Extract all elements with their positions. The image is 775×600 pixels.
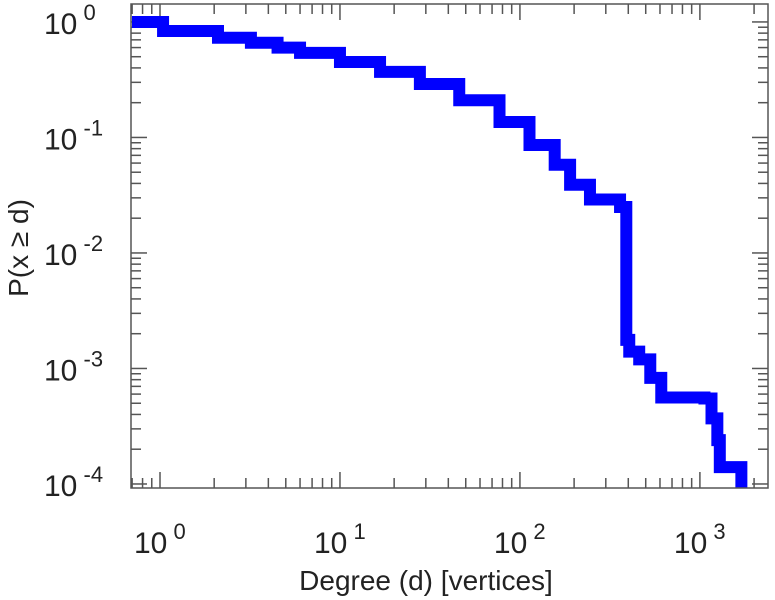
y-tick-label: 10 -4 (44, 462, 103, 503)
y-tick-labels: 10 0 10 -1 10 -2 10 -3 10 -4 (44, 0, 103, 503)
y-tick-label: 10 -2 (44, 231, 103, 272)
x-tick-label: 10 0 (134, 519, 186, 560)
series-layer (130, 15, 748, 489)
x-axis-label: Degree (d) [vertices] (299, 565, 553, 596)
y-tick-label: 10 0 (44, 0, 96, 41)
axis-ticks (131, 4, 768, 488)
x-tick-labels: 10 0 10 1 10 2 10 3 (134, 519, 726, 560)
x-tick-label: 10 3 (674, 519, 726, 560)
y-tick-label: 10 -1 (44, 115, 103, 156)
series-line-ccdf (132, 15, 748, 488)
y-tick-label: 10 -3 (44, 346, 103, 387)
x-tick-label: 10 1 (314, 519, 366, 560)
plot-frame (130, 3, 769, 489)
x-tick-label: 10 2 (494, 519, 546, 560)
y-axis-label: P(x ≥ d) (3, 199, 34, 297)
